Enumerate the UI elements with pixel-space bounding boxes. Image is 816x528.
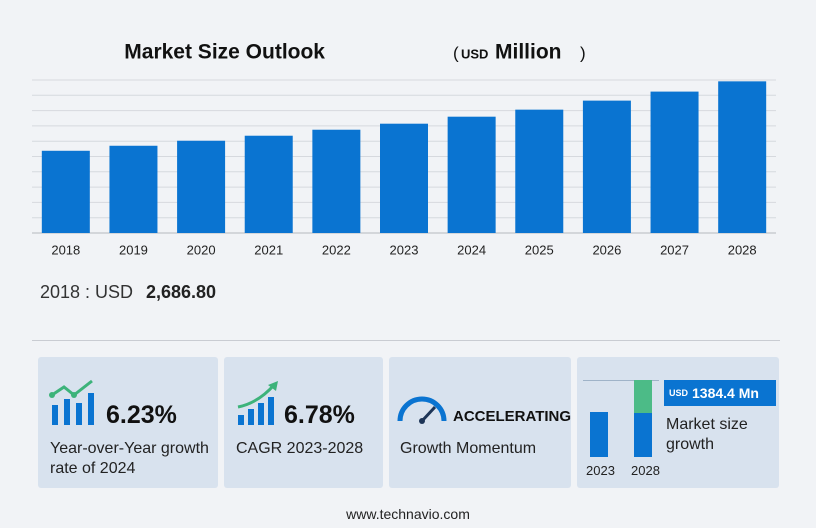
mini-bar bbox=[634, 413, 652, 457]
growth-icon bbox=[49, 379, 94, 425]
bar bbox=[515, 109, 564, 233]
gauge-icon bbox=[397, 396, 447, 424]
x-tick-label: 2024 bbox=[457, 242, 486, 257]
card: ACCELERATING Growth Momentum bbox=[389, 357, 571, 488]
x-tick-label: 2018 bbox=[51, 242, 80, 257]
growth-badge: USD 1384.4 Mn bbox=[664, 380, 776, 406]
unit-prefix: ( bbox=[453, 43, 459, 62]
mini-bar bbox=[590, 412, 608, 457]
card: 6.78% CAGR 2023-2028 bbox=[224, 357, 383, 488]
x-tick-label: 2027 bbox=[660, 242, 689, 257]
x-tick-label: 2023 bbox=[390, 242, 419, 257]
chart: Market Size Outlook ( USD Million ) 2018… bbox=[32, 41, 776, 302]
x-tick-label: 2026 bbox=[592, 242, 621, 257]
highlight-value: 2,686.80 bbox=[146, 282, 216, 302]
mini-label: 2023 bbox=[586, 463, 615, 478]
card: 6.23% Year-over-Year growth rate of 2024 bbox=[38, 357, 218, 488]
x-tick-label: 2025 bbox=[525, 242, 554, 257]
footer: www.technavio.com bbox=[346, 506, 470, 522]
cagr-icon bbox=[237, 381, 278, 425]
bar bbox=[380, 123, 428, 233]
bar bbox=[244, 135, 293, 233]
unit-currency: USD bbox=[461, 46, 488, 61]
card-value: ACCELERATING bbox=[453, 408, 572, 425]
card-value: 6.78% bbox=[284, 401, 355, 429]
highlight-prefix: 2018 : USD bbox=[40, 282, 133, 302]
mini-axis bbox=[583, 380, 659, 381]
x-tick-label: 2020 bbox=[187, 242, 216, 257]
unit-suffix: ) bbox=[580, 43, 586, 62]
card-text: Growth Momentum bbox=[400, 440, 537, 457]
card: 2023 2028 USD 1384.4 Mn Market size grow… bbox=[577, 357, 779, 488]
x-tick-label: 2022 bbox=[322, 242, 351, 257]
badge-value: 1384.4 Mn bbox=[692, 385, 759, 401]
bar bbox=[650, 91, 699, 233]
mini-label: 2028 bbox=[631, 463, 660, 478]
bar bbox=[447, 116, 496, 233]
bar bbox=[582, 100, 631, 234]
card-text: Market size growth bbox=[666, 416, 748, 453]
bar bbox=[718, 81, 767, 233]
x-tick-label: 2021 bbox=[254, 242, 283, 257]
bar bbox=[177, 140, 226, 233]
unit-name: Million bbox=[495, 41, 562, 64]
card-text: CAGR 2023-2028 bbox=[236, 440, 364, 457]
bar bbox=[109, 145, 158, 233]
bar bbox=[41, 150, 90, 233]
x-tick-label: 2019 bbox=[119, 242, 148, 257]
mini-bar-growth bbox=[634, 380, 652, 413]
card-value: 6.23% bbox=[106, 401, 177, 429]
badge-currency: USD bbox=[669, 388, 689, 398]
separator bbox=[32, 340, 780, 341]
bar bbox=[312, 129, 361, 233]
chart-title: Market Size Outlook bbox=[124, 41, 325, 64]
x-tick-label: 2028 bbox=[728, 242, 757, 257]
card-text: Year-over-Year growth rate of 2024 bbox=[50, 440, 209, 477]
